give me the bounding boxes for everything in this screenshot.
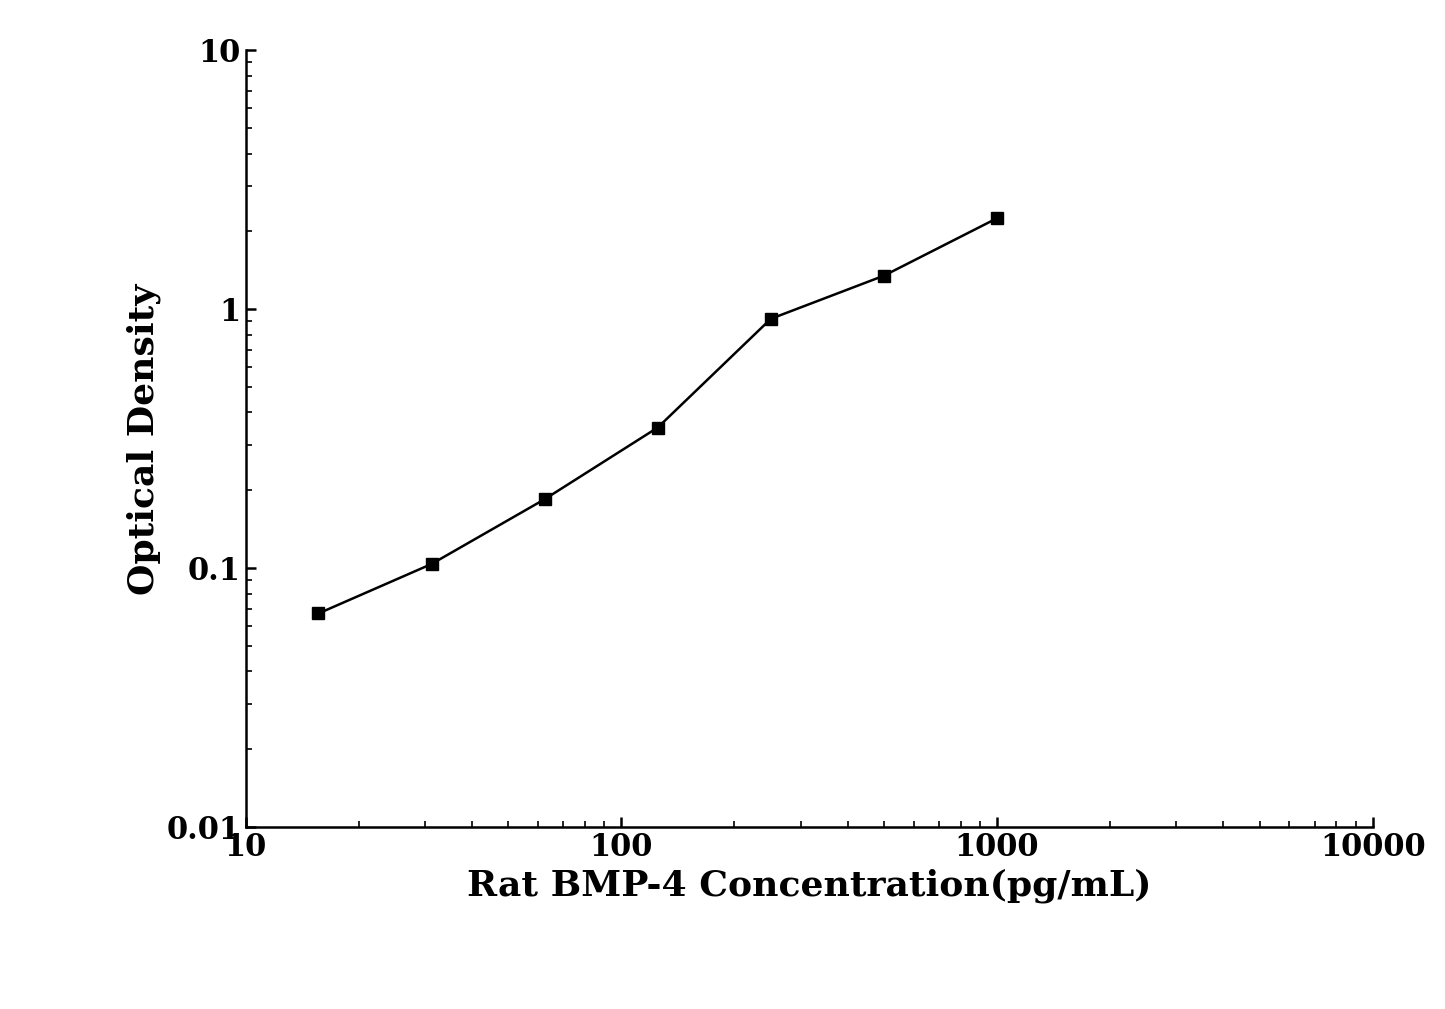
Y-axis label: Optical Density: Optical Density — [127, 284, 162, 594]
X-axis label: Rat BMP-4 Concentration(pg/mL): Rat BMP-4 Concentration(pg/mL) — [467, 869, 1152, 903]
